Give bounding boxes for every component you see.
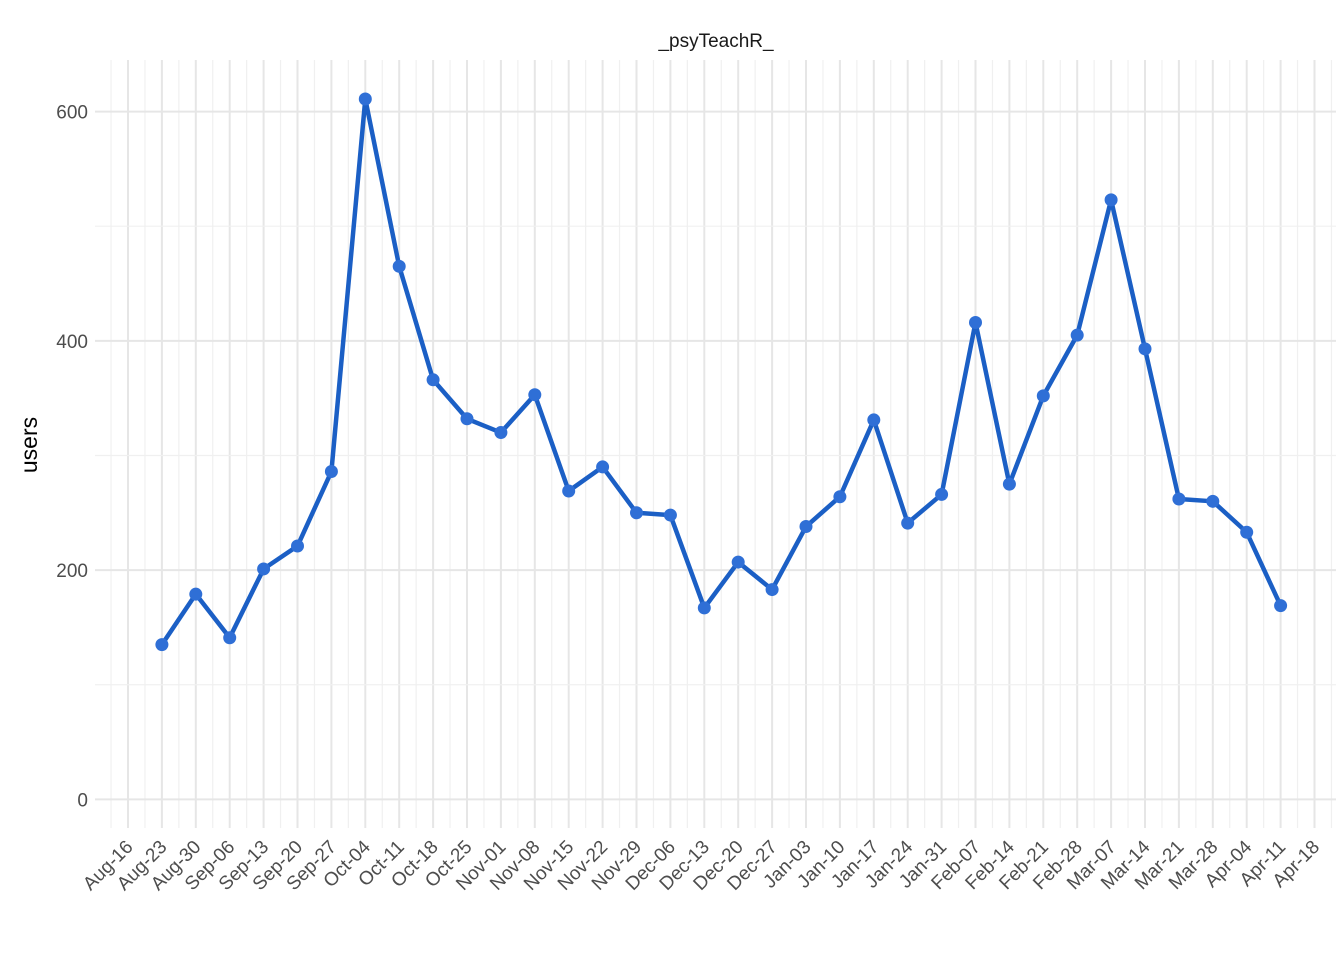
- data-point: [1206, 494, 1220, 508]
- chart-title: _psyTeachR_: [657, 31, 774, 52]
- data-point: [324, 465, 338, 479]
- data-point: [1172, 492, 1186, 506]
- data-point: [731, 555, 745, 569]
- y-tick-label: 0: [77, 790, 88, 811]
- data-point: [291, 539, 304, 553]
- y-axis-title: users: [16, 417, 42, 473]
- data-series: [155, 92, 1288, 652]
- data-point: [1002, 477, 1016, 491]
- data-point: [1104, 193, 1118, 207]
- data-point: [1240, 525, 1254, 539]
- data-point: [799, 520, 813, 534]
- x-axis-ticks: Aug-16Aug-23Aug-30Sep-06Sep-13Sep-20Sep-…: [79, 836, 1324, 894]
- data-point: [596, 460, 610, 474]
- data-point: [528, 388, 542, 402]
- data-point: [426, 373, 440, 387]
- data-point: [1036, 389, 1050, 403]
- data-point: [257, 562, 271, 576]
- data-point: [1138, 342, 1152, 356]
- data-point: [358, 92, 372, 106]
- data-point: [392, 259, 406, 273]
- data-point: [663, 508, 677, 522]
- data-point: [155, 638, 169, 652]
- y-tick-label: 600: [56, 103, 88, 124]
- data-point: [1070, 328, 1084, 342]
- data-point: [460, 412, 474, 426]
- data-point: [867, 413, 881, 427]
- data-point: [630, 506, 643, 520]
- data-point: [189, 587, 203, 601]
- data-point: [697, 601, 711, 615]
- data-point: [969, 315, 982, 329]
- y-tick-label: 400: [56, 332, 88, 353]
- data-point: [935, 487, 949, 501]
- series-line: [159, 96, 1283, 647]
- data-point: [494, 426, 508, 440]
- data-point: [223, 631, 237, 645]
- data-point: [1274, 599, 1288, 613]
- y-axis-ticks: 0 200 400 600: [56, 103, 88, 812]
- data-point: [562, 484, 576, 498]
- data-point: [901, 516, 915, 530]
- data-point: [833, 490, 847, 504]
- data-point: [765, 583, 779, 597]
- grid-lines: [95, 60, 1336, 828]
- y-tick-label: 200: [56, 561, 88, 582]
